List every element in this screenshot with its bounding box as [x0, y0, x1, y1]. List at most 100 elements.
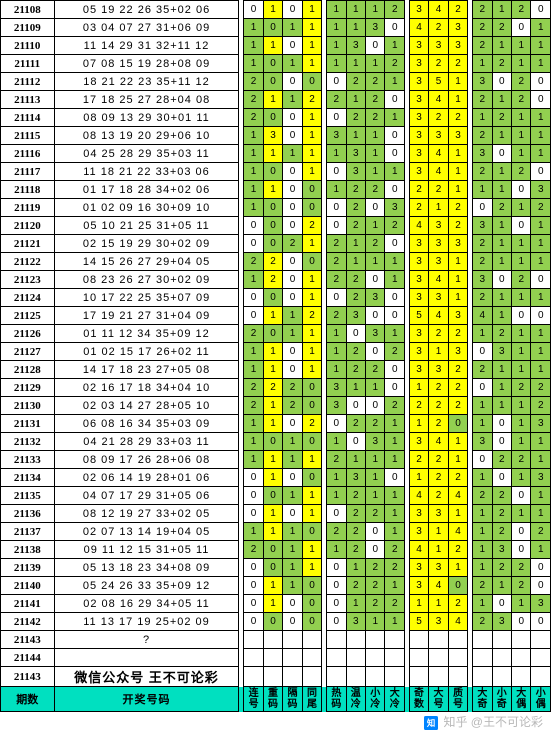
stat-cell: 2 — [492, 109, 511, 127]
table-row: 2111508 13 19 20 29+06 10130131103332111 — [1, 127, 551, 145]
stat-cell: 3 — [531, 181, 551, 199]
stat-cell: 0 — [283, 1, 302, 19]
stat-cell — [366, 631, 385, 649]
stat-cell — [263, 631, 282, 649]
stat-cell: 1 — [448, 451, 467, 469]
stat-cell: 3 — [429, 289, 448, 307]
stat-cell: 2 — [512, 73, 531, 91]
stat-cell — [283, 667, 302, 687]
stat-cell: 2 — [473, 577, 492, 595]
stat-cell: 2 — [346, 217, 365, 235]
stat-cell: 1 — [346, 127, 365, 145]
stat-cell: 1 — [302, 55, 321, 73]
period-cell: 21124 — [1, 289, 55, 307]
stat-cell: 1 — [263, 91, 282, 109]
stat-cell: 2 — [473, 487, 492, 505]
watermark-text: 知乎 @王不可论彩 — [443, 715, 543, 729]
stat-cell: 4 — [429, 433, 448, 451]
numbers-cell: 08 13 19 20 29+06 10 — [54, 127, 239, 145]
period-cell: 21116 — [1, 145, 55, 163]
stat-cell: 3 — [409, 1, 428, 19]
stat-cell: 0 — [346, 325, 365, 343]
stat-cell: 3 — [473, 217, 492, 235]
table-row: 2112517 19 21 27 31+04 09011223005434100 — [1, 307, 551, 325]
stat-cell: 1 — [531, 289, 551, 307]
table-row: 2113905 13 18 23 34+08 09001101223311220 — [1, 559, 551, 577]
stat-cell: 0 — [263, 199, 282, 217]
numbers-cell — [54, 649, 239, 667]
stat-cell: 2 — [244, 91, 263, 109]
stat-cell — [473, 649, 492, 667]
stat-cell: 1 — [366, 55, 385, 73]
stat-cell — [302, 667, 321, 687]
period-cell: 21131 — [1, 415, 55, 433]
stat-cell: 1 — [473, 595, 492, 613]
stat-cell: 0 — [385, 235, 404, 253]
stat-cell: 0 — [302, 433, 321, 451]
stat-cell: 1 — [385, 253, 404, 271]
header-stat: 质号 — [448, 687, 467, 712]
stat-cell: 1 — [429, 523, 448, 541]
stat-cell: 2 — [531, 397, 551, 415]
stat-cell: 3 — [327, 397, 346, 415]
table-row: 2112214 15 26 27 29+04 05220021113312111 — [1, 253, 551, 271]
numbers-cell: 02 15 19 29 30+02 09 — [54, 235, 239, 253]
stat-cell: 2 — [448, 361, 467, 379]
stat-cell — [409, 667, 428, 687]
stat-cell: 0 — [244, 559, 263, 577]
table-row: 2111901 02 09 16 30+09 10100002032120212 — [1, 199, 551, 217]
stat-cell — [429, 649, 448, 667]
stat-cell: 0 — [327, 505, 346, 523]
stat-cell: 0 — [385, 307, 404, 325]
stat-cell: 0 — [366, 199, 385, 217]
stat-cell: 0 — [512, 541, 531, 559]
stat-cell: 0 — [327, 217, 346, 235]
period-cell: 21111 — [1, 55, 55, 73]
stat-cell: 0 — [263, 55, 282, 73]
table-row: 2111801 17 18 28 34+02 06110012202211103 — [1, 181, 551, 199]
stat-cell: 2 — [366, 505, 385, 523]
period-cell: 21143 — [1, 667, 55, 687]
stat-cell: 1 — [327, 541, 346, 559]
table-row: 2111107 08 15 19 28+08 09101111123221211 — [1, 55, 551, 73]
stat-cell: 0 — [512, 19, 531, 37]
table-row: 2113809 11 12 15 31+05 11201112024121301 — [1, 541, 551, 559]
stat-cell: 1 — [492, 163, 511, 181]
stat-cell: 2 — [346, 577, 365, 595]
stat-cell: 1 — [244, 271, 263, 289]
stat-cell: 0 — [473, 379, 492, 397]
stat-cell: 2 — [385, 559, 404, 577]
stat-cell: 0 — [244, 307, 263, 325]
table-row: 2112005 10 21 25 31+05 11000202124323101 — [1, 217, 551, 235]
stat-cell: 0 — [366, 397, 385, 415]
table-row: 2111218 21 22 23 35+11 12200002213513020 — [1, 73, 551, 91]
stat-cell: 3 — [409, 91, 428, 109]
stat-cell: 1 — [512, 325, 531, 343]
stat-cell: 0 — [473, 199, 492, 217]
stat-cell: 0 — [531, 613, 551, 631]
stat-cell: 2 — [448, 109, 467, 127]
stat-cell: 0 — [512, 307, 531, 325]
stat-cell: 0 — [244, 613, 263, 631]
table-row: 2113106 08 16 34 35+03 09110202211201013 — [1, 415, 551, 433]
stat-cell — [366, 649, 385, 667]
period-cell: 21144 — [1, 649, 55, 667]
numbers-cell: 17 19 21 27 31+04 09 — [54, 307, 239, 325]
stat-cell: 1 — [512, 343, 531, 361]
table-row: 2111711 18 21 22 33+03 06100103113412120 — [1, 163, 551, 181]
stat-cell: 4 — [429, 1, 448, 19]
stat-cell: 2 — [492, 523, 511, 541]
stat-cell: 2 — [473, 613, 492, 631]
stat-cell: 0 — [244, 595, 263, 613]
stat-cell: 1 — [327, 55, 346, 73]
stat-cell: 1 — [385, 415, 404, 433]
stat-cell: 2 — [366, 91, 385, 109]
stat-cell: 1 — [473, 505, 492, 523]
period-cell: 21118 — [1, 181, 55, 199]
numbers-cell: 10 17 22 25 35+07 09 — [54, 289, 239, 307]
stat-cell: 3 — [409, 145, 428, 163]
stat-cell: 0 — [263, 109, 282, 127]
stat-cell: 3 — [492, 541, 511, 559]
stat-cell: 2 — [244, 541, 263, 559]
stat-cell: 3 — [409, 163, 428, 181]
